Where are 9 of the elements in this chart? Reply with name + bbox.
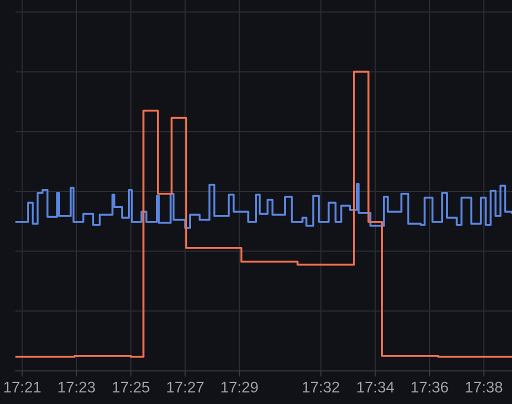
x-tick-label: 17:25 [112,382,150,393]
x-tick-label: 17:36 [412,382,448,393]
x-tick-label: 17:29 [221,382,258,393]
x-tick-label: 17:27 [167,382,204,392]
x-tick-label: 17:38 [466,382,502,393]
x-tick-label: 17:23 [58,382,95,393]
x-tick-label: 17:34 [357,382,394,393]
x-tick-label: 17:21 [4,382,41,392]
x-tick-label: 17:32 [302,382,340,393]
